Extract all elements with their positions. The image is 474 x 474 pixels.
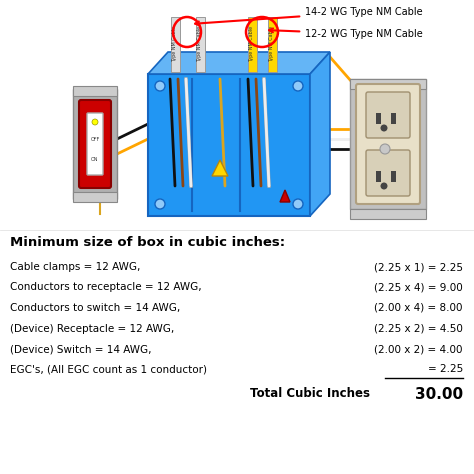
Bar <box>350 79 426 209</box>
Bar <box>73 86 117 96</box>
Text: Type NM Cable: Type NM Cable <box>249 26 255 62</box>
Bar <box>350 209 426 219</box>
Bar <box>391 171 396 182</box>
Text: (2.25 x 4) = 9.00: (2.25 x 4) = 9.00 <box>374 283 463 292</box>
Text: ON: ON <box>91 156 99 162</box>
Text: EGC's, (All EGC count as 1 conductor): EGC's, (All EGC count as 1 conductor) <box>10 365 207 374</box>
Bar <box>268 17 277 72</box>
Circle shape <box>293 199 303 209</box>
Text: Type NM Cable: Type NM Cable <box>198 26 202 62</box>
Bar <box>376 171 381 182</box>
Bar <box>350 79 426 89</box>
Circle shape <box>381 125 388 131</box>
Bar <box>391 113 396 124</box>
Text: (2.25 x 1) = 2.25: (2.25 x 1) = 2.25 <box>374 262 463 272</box>
Circle shape <box>155 199 165 209</box>
Bar <box>73 192 117 202</box>
Text: Minimum size of box in cubic inches:: Minimum size of box in cubic inches: <box>10 236 285 249</box>
FancyBboxPatch shape <box>87 113 103 175</box>
Circle shape <box>381 182 388 190</box>
Bar <box>196 17 205 72</box>
Text: (2.00 x 4) = 8.00: (2.00 x 4) = 8.00 <box>374 303 463 313</box>
FancyBboxPatch shape <box>356 84 420 204</box>
Text: (Device) Switch = 14 AWG,: (Device) Switch = 14 AWG, <box>10 344 152 354</box>
Polygon shape <box>280 190 290 202</box>
FancyBboxPatch shape <box>366 150 410 196</box>
Text: = 2.25: = 2.25 <box>428 365 463 374</box>
Bar <box>376 113 381 124</box>
FancyBboxPatch shape <box>366 92 410 138</box>
Circle shape <box>92 119 98 125</box>
Bar <box>0 0 474 230</box>
Circle shape <box>293 81 303 91</box>
Text: (2.00 x 2) = 4.00: (2.00 x 2) = 4.00 <box>374 344 463 354</box>
Text: Conductors to switch = 14 AWG,: Conductors to switch = 14 AWG, <box>10 303 180 313</box>
Polygon shape <box>148 52 330 74</box>
Bar <box>73 89 117 199</box>
Text: 30.00: 30.00 <box>415 387 463 402</box>
Bar <box>171 17 180 72</box>
Circle shape <box>155 81 165 91</box>
Text: Type NM Cable: Type NM Cable <box>270 26 274 62</box>
Text: (Device) Receptacle = 12 AWG,: (Device) Receptacle = 12 AWG, <box>10 323 174 334</box>
Text: Total Cubic Inches: Total Cubic Inches <box>250 387 370 400</box>
Bar <box>148 74 310 216</box>
Text: OFF: OFF <box>91 137 100 142</box>
Text: 14-2 WG Type NM Cable: 14-2 WG Type NM Cable <box>195 7 423 25</box>
Text: Conductors to receptacle = 12 AWG,: Conductors to receptacle = 12 AWG, <box>10 283 201 292</box>
Bar <box>248 17 257 72</box>
Text: 12-2 WG Type NM Cable: 12-2 WG Type NM Cable <box>269 28 423 39</box>
Text: Cable clamps = 12 AWG,: Cable clamps = 12 AWG, <box>10 262 140 272</box>
Text: (2.25 x 2) = 4.50: (2.25 x 2) = 4.50 <box>374 323 463 334</box>
Text: Type NM Cable: Type NM Cable <box>173 26 177 62</box>
Circle shape <box>380 144 390 154</box>
FancyBboxPatch shape <box>79 100 111 188</box>
Polygon shape <box>310 52 330 216</box>
Polygon shape <box>212 160 228 176</box>
